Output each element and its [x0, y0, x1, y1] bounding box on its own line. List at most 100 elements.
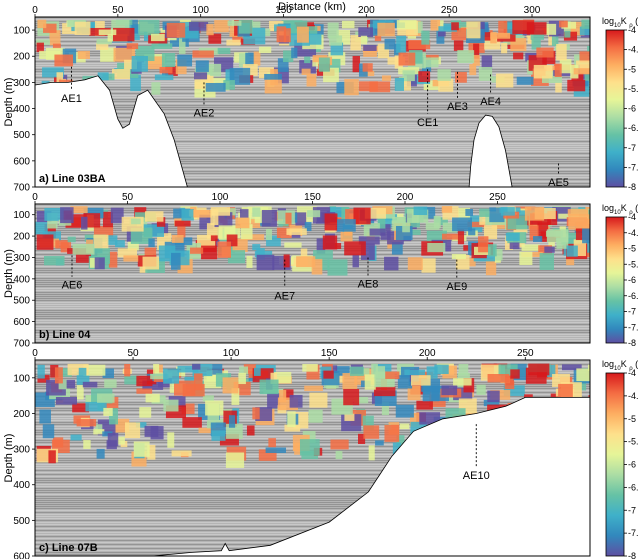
mixing-cell [148, 238, 155, 247]
mixing-cell [252, 244, 261, 251]
mixing-cell [371, 363, 378, 378]
y-tick-label: 400 [13, 480, 30, 491]
seismic-stripe [35, 230, 590, 231]
mixing-cell [487, 244, 497, 257]
seismic-stripe [35, 290, 590, 291]
mixing-cell [238, 20, 253, 34]
seismic-stripe [35, 502, 590, 503]
mixing-cell [385, 22, 405, 28]
seismic-stripe [35, 228, 590, 229]
seismic-stripe [35, 428, 590, 429]
mixing-cell [285, 212, 292, 224]
mixing-cell [194, 72, 208, 80]
mixing-cell [507, 215, 528, 230]
y-tick-label: 400 [13, 274, 30, 285]
mixing-cell [418, 71, 431, 83]
mixing-cell [44, 255, 65, 266]
mixing-cell [265, 447, 287, 453]
seismic-stripe [35, 324, 590, 325]
mixing-cell [455, 71, 467, 83]
mixing-cell [307, 210, 321, 218]
mixing-cell [368, 445, 375, 461]
mixing-cell [144, 247, 157, 257]
mixing-cell [39, 409, 51, 424]
mixing-cell [50, 364, 59, 378]
mixing-cell [476, 384, 486, 395]
mixing-cell [409, 412, 420, 427]
mixing-cell [396, 435, 405, 447]
mixing-cell [384, 38, 396, 50]
mixing-cell [97, 393, 115, 403]
colorbar-tick-label: -5.5 [628, 84, 638, 94]
mixing-cell [398, 52, 416, 66]
mixing-cell [211, 430, 226, 441]
seismic-stripe [35, 462, 590, 463]
seismic-stripe [35, 151, 590, 152]
mixing-cell [363, 425, 380, 439]
mixing-cell [36, 210, 52, 223]
seismic-stripe [35, 408, 590, 409]
seismic-stripe [35, 179, 590, 180]
mixing-cell [102, 211, 113, 228]
seismic-stripe [35, 308, 590, 309]
mixing-cell [395, 404, 414, 418]
mixing-cell [408, 40, 431, 50]
colorbar-tick-label: -5 [628, 244, 636, 254]
mixing-cell [214, 212, 233, 228]
mixing-cell [239, 366, 249, 375]
colorbar-tick-label: -7.5 [628, 322, 638, 332]
mixing-cell [212, 364, 223, 375]
mixing-cell [206, 24, 214, 36]
seismic-stripe [35, 141, 590, 142]
seismic-stripe [35, 510, 590, 511]
mixing-cell [182, 417, 202, 428]
y-tick-label: 600 [13, 156, 30, 167]
mixing-cell [552, 374, 570, 387]
mixing-cell [469, 257, 476, 267]
mixing-cell [70, 434, 82, 441]
seismic-stripe [35, 139, 590, 140]
mixing-cell [201, 245, 218, 260]
colorbar-tick-label: -5.5 [628, 437, 638, 447]
mixing-cell [451, 253, 467, 260]
mixing-cell [413, 206, 428, 216]
mixing-cell [286, 228, 307, 235]
seismic-stripe [35, 302, 590, 303]
mixing-cell [266, 235, 281, 247]
mixing-cell [52, 43, 61, 49]
mixing-cell [363, 45, 377, 51]
mixing-cell [93, 234, 109, 249]
mixing-cell [240, 224, 253, 240]
mixing-cell [441, 233, 458, 240]
mixing-cell [124, 59, 137, 70]
mixing-cell [243, 364, 257, 374]
mixing-cell [544, 246, 555, 253]
seismic-stripe [35, 226, 590, 227]
mixing-cell [177, 225, 186, 239]
mixing-cell [452, 217, 472, 232]
colorbar-tick-label: -5.5 [628, 259, 638, 269]
colorbar [605, 29, 625, 188]
y-tick-label: 200 [13, 52, 30, 63]
mixing-cell [246, 255, 253, 268]
seismic-stripe [35, 516, 590, 517]
mixing-cell [394, 77, 404, 91]
plot-area [35, 204, 590, 343]
mixing-cell [465, 208, 473, 216]
mixing-cell [501, 43, 508, 54]
mixing-cell [581, 19, 590, 29]
panel-3: AE10 c) Line 07B 0 50 100 150 200 250 100 200 300 4… [3, 348, 638, 559]
mixing-cell [58, 379, 67, 390]
mixing-cell [533, 236, 543, 242]
mixing-cell [531, 39, 541, 50]
mixing-cell [414, 21, 423, 34]
x-tick-label: 0 [32, 5, 38, 16]
mixing-cell [509, 242, 520, 250]
mixing-cell [453, 378, 472, 386]
mixing-cell [384, 256, 399, 271]
mixing-cell [360, 35, 368, 45]
mixing-cell [240, 209, 249, 218]
y-tick-label: 700 [13, 183, 30, 194]
y-tick-label: 100 [13, 373, 30, 384]
seismic-stripe [35, 173, 590, 174]
